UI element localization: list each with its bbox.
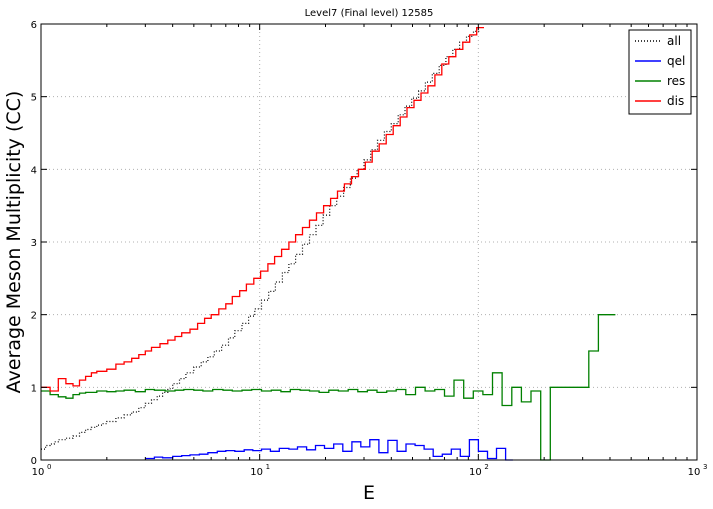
data-point-all <box>45 445 46 446</box>
data-point-all <box>275 281 276 282</box>
x-tick-label: 10 <box>469 467 482 478</box>
data-point-all <box>432 73 433 74</box>
y-tick-label: 5 <box>31 93 37 104</box>
y-tick-label: 4 <box>31 165 37 176</box>
x-tick-label: 10 <box>250 467 263 478</box>
data-point-all <box>411 98 412 99</box>
x-tick-exponent: 1 <box>266 463 270 471</box>
data-point-all <box>221 345 222 346</box>
data-point-all <box>179 378 180 379</box>
data-point-all <box>248 316 249 317</box>
series-dis-line <box>41 26 484 392</box>
legend-label-all: all <box>667 34 681 48</box>
data-point-all <box>404 106 405 107</box>
y-axis-label: Average Meson Multiplicity (CC) <box>3 91 25 394</box>
legend: all qel res dis <box>628 29 692 115</box>
data-point-all <box>50 443 51 444</box>
x-tick-exponent: 3 <box>703 463 707 471</box>
y-tick-label: 6 <box>31 20 37 31</box>
data-point-all <box>96 425 97 426</box>
y-tick-label: 2 <box>31 311 37 322</box>
series-qel-line <box>145 439 513 461</box>
x-tick-label: 10 <box>688 467 701 478</box>
x-axis-label: E <box>363 482 375 504</box>
data-point-all <box>452 49 453 50</box>
series-res-line <box>41 314 616 461</box>
ticks <box>40 23 698 461</box>
legend-label-dis: dis <box>667 94 684 108</box>
legend-label-res: res <box>667 74 685 88</box>
x-tick-exponent: 2 <box>484 463 488 471</box>
x-tick-exponent: 0 <box>47 463 51 471</box>
grid <box>40 23 698 461</box>
data-point-all <box>131 411 132 412</box>
chart-title: Level7 (Final level) 12585 <box>305 8 434 19</box>
data-point-all <box>101 423 102 424</box>
series-all-line <box>41 30 481 450</box>
data-point-all <box>228 337 229 338</box>
legend-box <box>628 29 692 115</box>
data-point-all <box>295 254 296 255</box>
data-point-all <box>445 56 446 57</box>
data-point-all <box>439 65 440 66</box>
y-tick-label: 3 <box>31 238 37 249</box>
data-point-all <box>370 149 371 150</box>
data-point-all <box>185 372 186 373</box>
y-tick-label: 1 <box>31 383 37 394</box>
series-layer <box>41 26 616 461</box>
legend-label-qel: qel <box>667 54 685 68</box>
x-tick-label: 10 <box>32 467 45 478</box>
data-point-all <box>398 114 399 115</box>
y-tick-label: 0 <box>31 456 37 467</box>
data-point-all <box>172 383 173 384</box>
